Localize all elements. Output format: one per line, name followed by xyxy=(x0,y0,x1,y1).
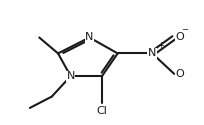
Text: −: − xyxy=(181,25,188,34)
Text: +: + xyxy=(157,41,164,50)
Text: O: O xyxy=(176,32,184,42)
Text: N: N xyxy=(85,32,94,42)
Text: O: O xyxy=(176,69,184,79)
Text: N: N xyxy=(148,48,156,58)
Text: Cl: Cl xyxy=(96,106,108,116)
Text: N: N xyxy=(67,71,75,81)
